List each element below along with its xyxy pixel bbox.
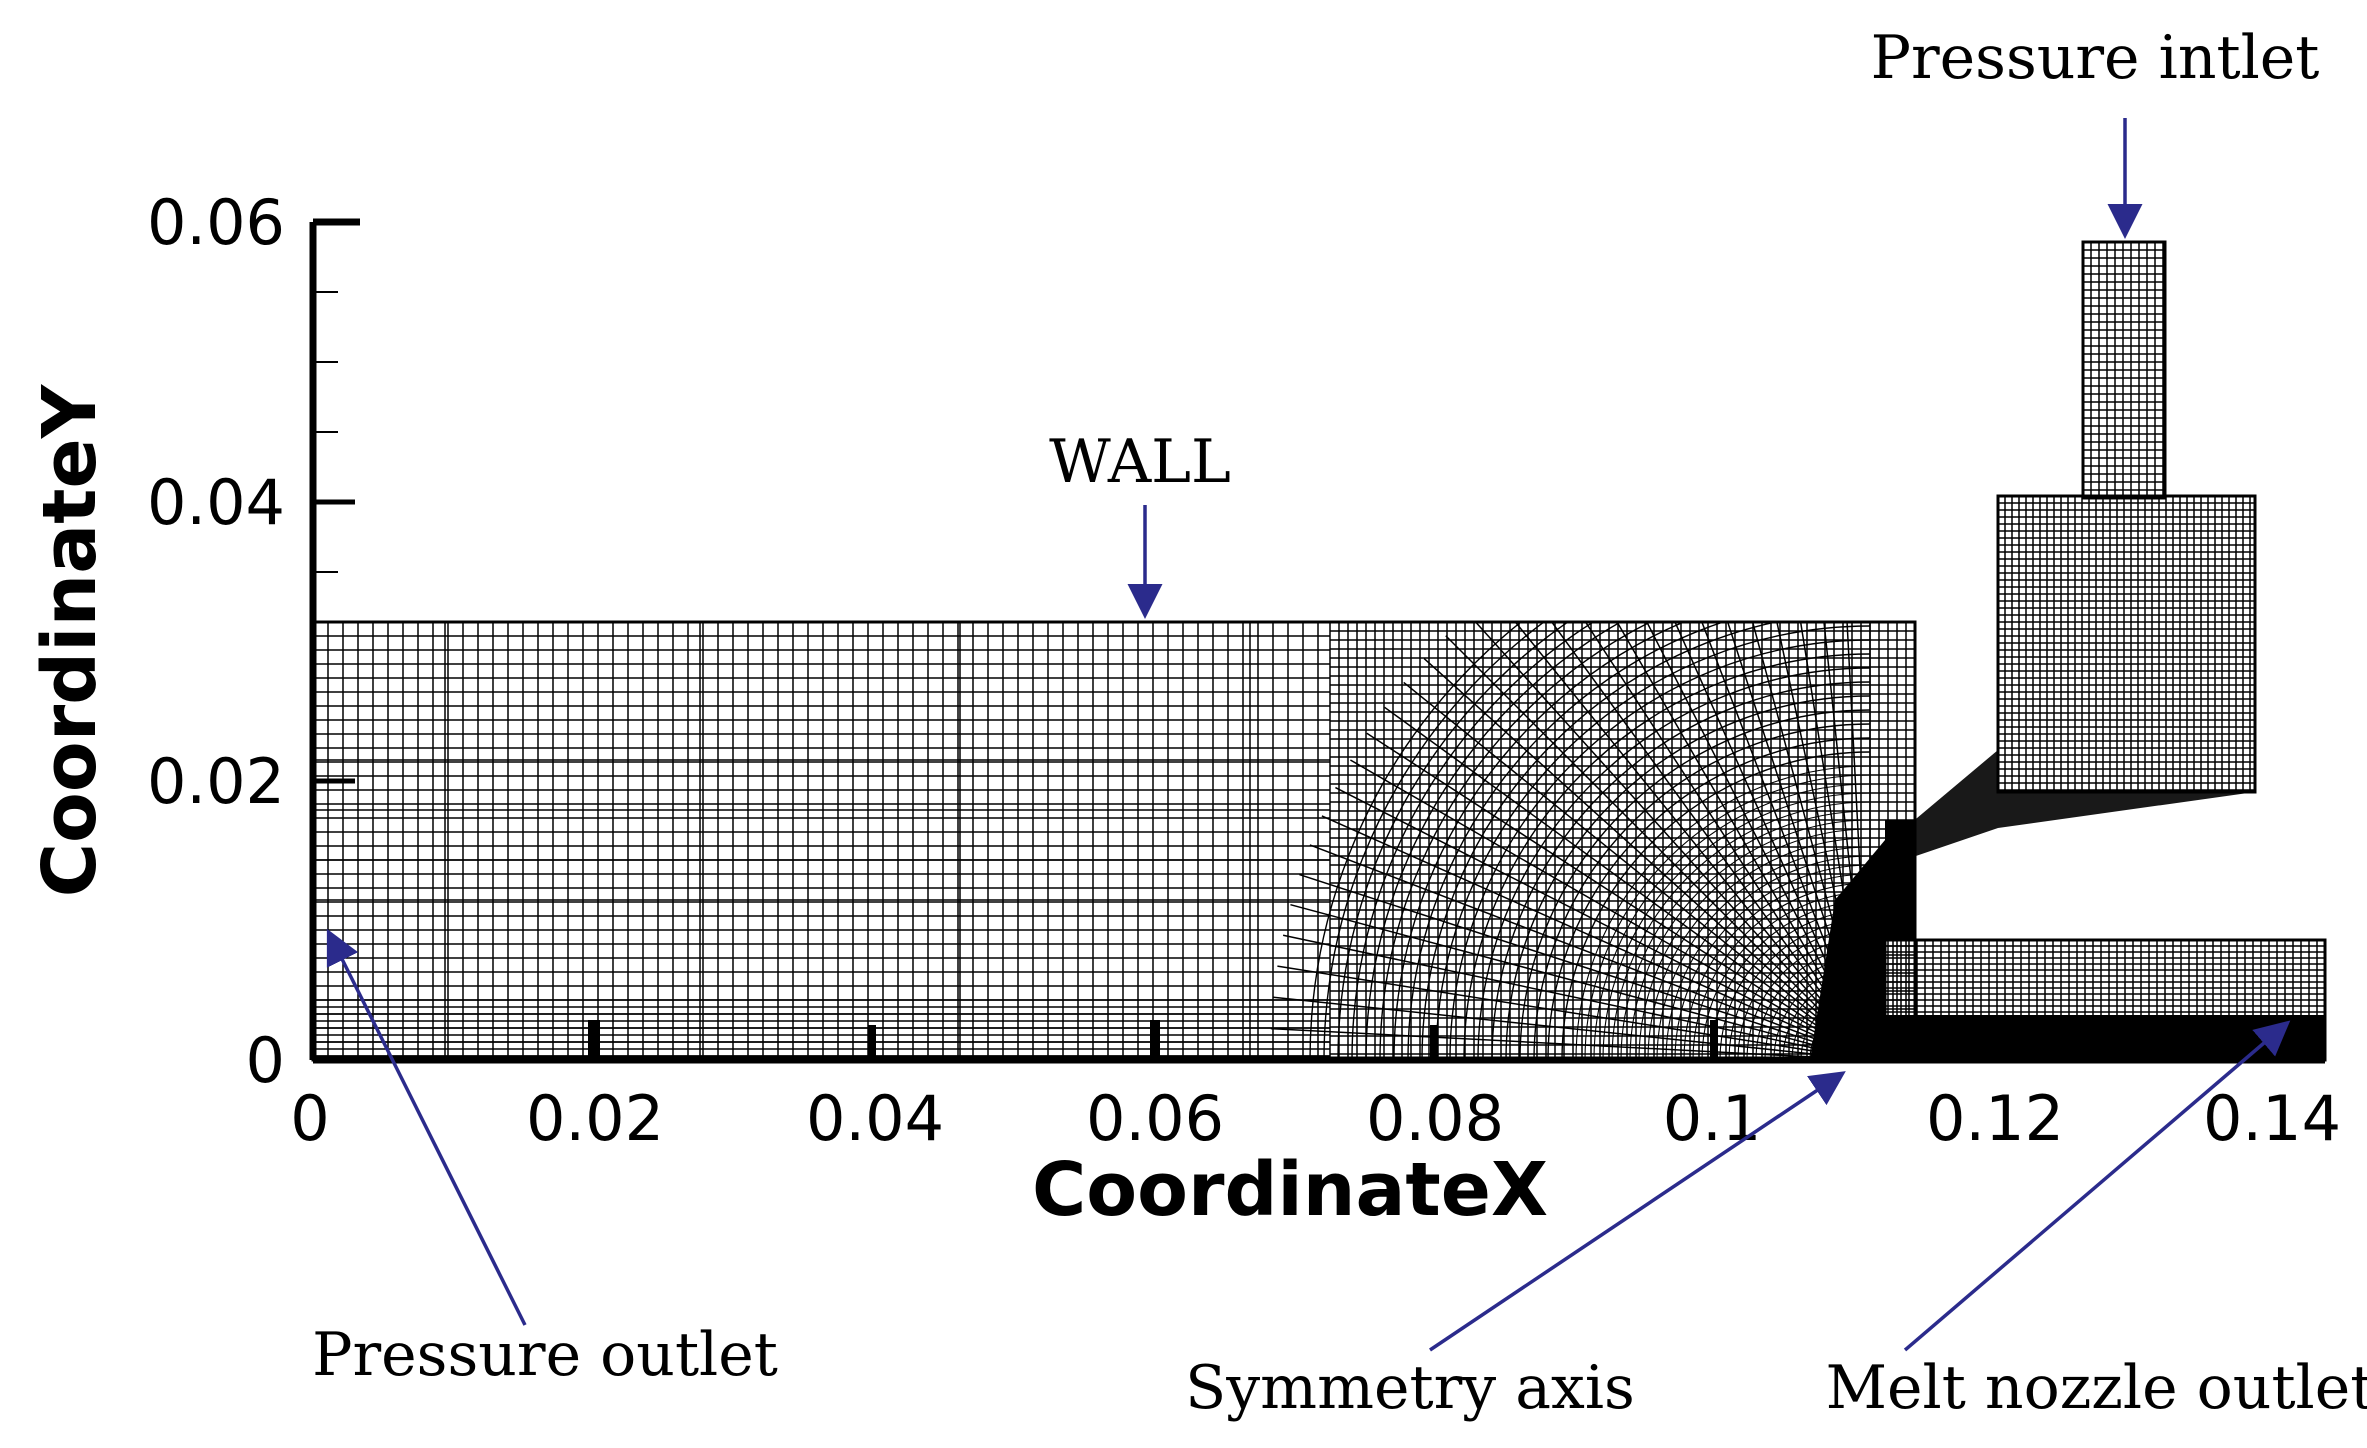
y-tick-0.02: 0.02 bbox=[147, 745, 285, 818]
symmetry-axis-label: Symmetry axis bbox=[1185, 1353, 1635, 1423]
mesh-pressure-inlet-channel bbox=[2081, 240, 2167, 500]
x-tick-0.08: 0.08 bbox=[1366, 1082, 1504, 1155]
y-axis-title: CoordinateY bbox=[27, 383, 113, 897]
x-tick-0.12: 0.12 bbox=[1926, 1082, 2064, 1155]
mesh-main-chamber bbox=[311, 620, 1917, 1062]
x-tick-0.14: 0.14 bbox=[2203, 1082, 2341, 1155]
x-tick-0.06: 0.06 bbox=[1086, 1082, 1224, 1155]
melt-nozzle-outlet-label: Melt nozzle outlet bbox=[1826, 1353, 2367, 1423]
x-tick-0.04: 0.04 bbox=[806, 1082, 944, 1155]
x-tick-0.1: 0.1 bbox=[1663, 1082, 1762, 1155]
pressure-outlet-label: Pressure outlet bbox=[312, 1320, 778, 1390]
y-tick-0.06: 0.06 bbox=[147, 186, 285, 259]
y-axis bbox=[309, 218, 360, 1060]
y-tick-labels: 0.06 0.04 0.02 0 bbox=[147, 186, 285, 1097]
annotation-symmetry-axis: Symmetry axis bbox=[1185, 1071, 1846, 1423]
annotation-melt-nozzle-outlet: Melt nozzle outlet bbox=[1826, 1020, 2367, 1423]
x-tick-0.02: 0.02 bbox=[526, 1082, 664, 1155]
mesh-dense-region bbox=[1810, 840, 1885, 1060]
annotation-pressure-outlet: Pressure outlet bbox=[312, 928, 778, 1390]
annotation-pressure-inlet: Pressure intlet bbox=[1871, 23, 2320, 239]
x-axis bbox=[313, 1020, 2325, 1064]
pressure-inlet-label: Pressure intlet bbox=[1871, 23, 2320, 93]
y-tick-0.04: 0.04 bbox=[147, 466, 285, 539]
wall-label: WALL bbox=[1049, 427, 1231, 497]
x-axis-title: CoordinateX bbox=[1032, 1147, 1548, 1233]
mesh-gas-nozzle bbox=[1885, 494, 2257, 940]
annotation-wall: WALL bbox=[1049, 427, 1231, 619]
x-tick-0: 0 bbox=[290, 1082, 329, 1155]
mesh-melt-nozzle bbox=[1883, 938, 2327, 1062]
x-tick-labels: 0 0.02 0.04 0.06 0.08 0.1 0.12 0.14 bbox=[290, 1082, 2341, 1155]
y-tick-0: 0 bbox=[246, 1024, 285, 1097]
